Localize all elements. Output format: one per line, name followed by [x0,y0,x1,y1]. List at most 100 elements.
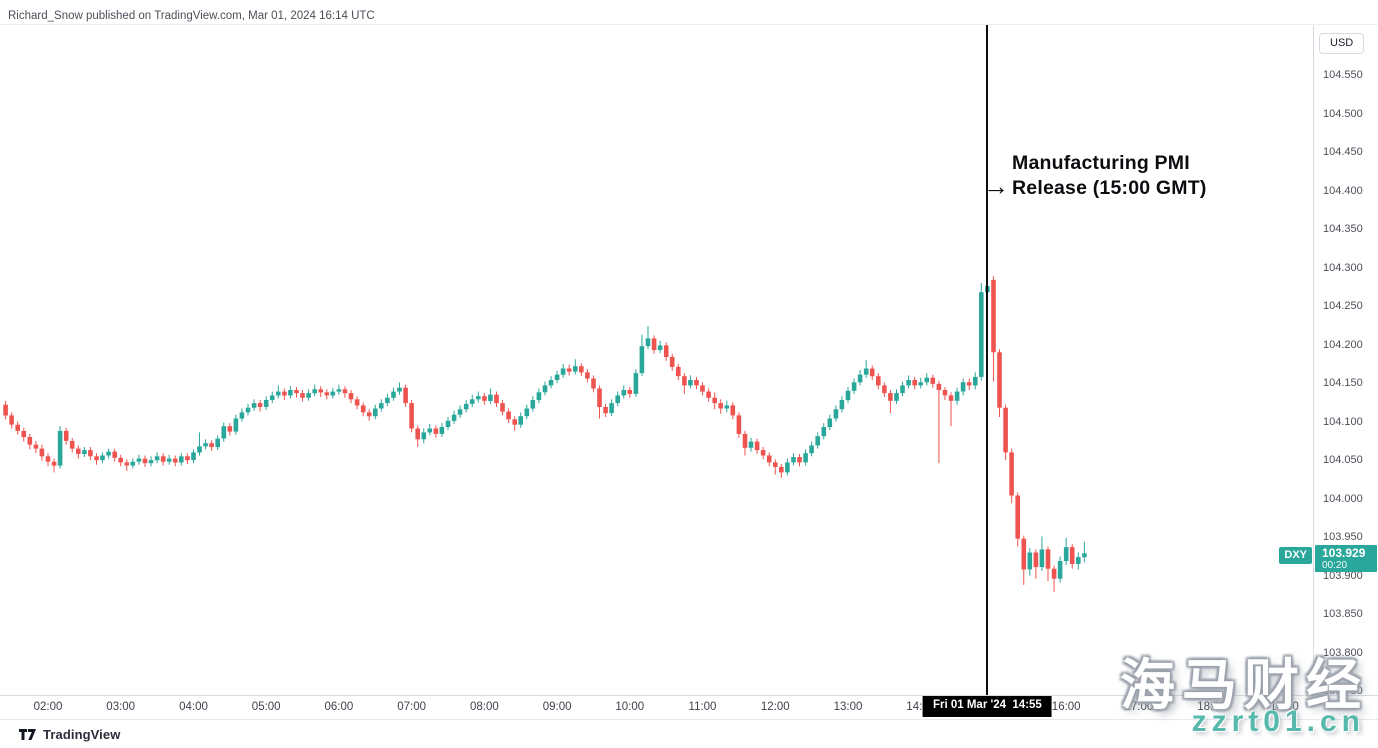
chart-area[interactable]: → Manufacturing PMI Release (15:00 GMT) … [0,25,1313,695]
candle [845,387,851,404]
price-axis[interactable]: USD 104.550 104.500 104.450 104.400 104.350 1… [1313,25,1378,697]
candle [657,340,663,354]
candle [160,453,166,466]
candle [730,402,736,420]
candle [918,377,923,389]
candle [706,388,711,402]
tradingview-brand[interactable]: TradingView [43,726,121,742]
time-axis[interactable]: 02:00 03:00 04:00 05:00 06:00 07:00 08:00 09:00… [0,695,1378,719]
candle [742,430,748,456]
candle [676,363,681,380]
candle [724,400,730,413]
candle [1045,546,1051,581]
candle [263,396,269,411]
time-tick-label: 13:00 [833,701,863,713]
candle [463,400,469,413]
candle [882,382,887,397]
price-tick-label: 103.900 [1323,570,1363,582]
candle [124,459,130,471]
price-tick-label: 104.400 [1323,185,1363,197]
candle [106,448,111,459]
candle [833,405,839,422]
event-vertical-line[interactable] [986,25,989,695]
candle [1057,556,1063,583]
candle [912,376,917,390]
candle [506,408,511,424]
candle [51,458,57,473]
candle [166,454,172,465]
footer-bar: TradingView [0,719,1378,748]
candle [336,384,342,395]
candle [148,456,154,467]
price-tick-label: 104.350 [1323,223,1363,235]
candle [603,403,608,417]
candle [973,372,978,390]
price-tick-label: 104.300 [1323,262,1363,274]
candle [118,454,123,467]
candle [573,359,578,375]
candle [621,385,627,399]
candle [512,416,517,431]
symbol-badge: DXY [1279,547,1312,564]
candle [300,390,305,402]
pmi-annotation[interactable]: Manufacturing PMI Release (15:00 GMT) [1012,151,1207,201]
currency-button[interactable]: USD [1319,33,1365,54]
candle [154,452,160,464]
candle [82,447,87,457]
candle [948,392,954,427]
attribution-bar: Richard_Snow published on TradingView.co… [0,0,1378,25]
candle [821,423,827,440]
time-tick-label: 08:00 [470,701,499,713]
candlestick-chart[interactable] [0,25,1313,695]
annotation-line2: Release (15:00 GMT) [1012,177,1207,199]
candle [15,421,20,435]
candle [251,399,257,411]
candle [1082,541,1087,563]
candle [579,363,584,377]
candle [688,375,693,389]
candle [627,387,633,398]
candle [585,369,590,383]
candle [427,423,433,436]
candle [930,374,936,388]
candle [421,428,427,444]
time-tick-label: 18:00 [1197,701,1226,713]
candle [554,370,560,384]
candle [215,435,220,451]
time-tick-label: 06:00 [324,701,354,713]
candle [439,423,445,437]
candle [269,391,275,404]
candle [839,396,845,413]
tradingview-logo-icon[interactable] [19,728,36,740]
candle [488,388,493,404]
candle [476,391,481,403]
candle [1076,552,1081,570]
candle [718,399,723,414]
time-tick-label: 12:00 [760,701,790,713]
candle [1069,544,1075,569]
candle [560,363,566,378]
candle [288,386,293,399]
candle [1051,565,1057,592]
candle [760,447,766,460]
candle [203,439,208,450]
candle [645,326,651,350]
candle [142,455,148,467]
candle [651,335,657,354]
candle [9,412,14,429]
price-tick-label: 103.800 [1323,647,1363,659]
candle [373,404,378,420]
time-tick-label: 05:00 [251,701,281,713]
event-time-badge[interactable]: Fri 01 Mar '24 14:55 [922,696,1052,717]
candle [294,387,299,398]
candle [312,384,317,397]
candle [712,392,717,410]
time-tick-label: 19:00 [1270,701,1299,713]
time-tick-label: 02:00 [33,701,63,713]
candle [633,369,639,397]
candle [397,382,402,395]
time-tick-label: 10:00 [615,701,645,713]
candle [924,373,930,386]
candle [566,364,572,376]
